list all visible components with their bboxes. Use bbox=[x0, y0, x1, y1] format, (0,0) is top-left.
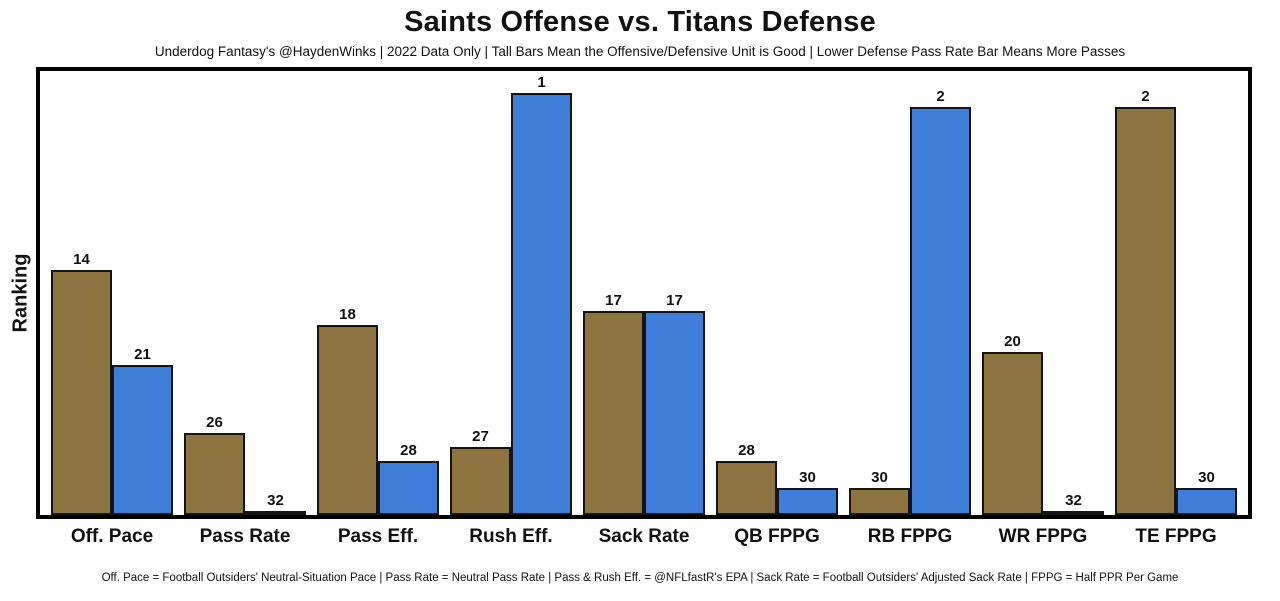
defense-bar bbox=[511, 93, 572, 515]
bar-value-label: 32 bbox=[267, 492, 284, 509]
offense-bar-cell: 28 bbox=[716, 71, 777, 515]
bar-value-label: 2 bbox=[936, 87, 945, 105]
bar-group: 26 32 bbox=[184, 71, 306, 515]
offense-bar-cell: 26 bbox=[184, 71, 245, 515]
bar-group: 17 17 bbox=[583, 71, 705, 515]
x-axis: Off. Pace Pass Rate Pass Eff. Rush Eff. Sack… bbox=[40, 526, 1248, 548]
offense-bar bbox=[51, 270, 112, 515]
x-axis-label: WR FPPG bbox=[998, 526, 1088, 547]
offense-bar-cell: 30 bbox=[849, 71, 910, 515]
plot-area: 14 21 26 32 18 28 27 1 17 17 28 30 30 2 20 32 2 30 bbox=[36, 67, 1252, 519]
bar-value-label: 14 bbox=[73, 251, 90, 269]
bar-value-label: 30 bbox=[799, 468, 816, 486]
x-axis-label: Pass Eff. bbox=[337, 526, 419, 547]
defense-bar-cell: 17 bbox=[644, 71, 705, 515]
offense-bar-cell: 2 bbox=[1115, 71, 1176, 515]
bar-value-label: 30 bbox=[1198, 468, 1215, 486]
bar-value-label: 28 bbox=[400, 441, 417, 459]
bar-group: 27 1 bbox=[450, 71, 572, 515]
offense-bar-cell: 20 bbox=[982, 71, 1043, 515]
bar-value-label: 18 bbox=[339, 305, 356, 323]
offense-bar bbox=[450, 446, 511, 515]
offense-bar-cell: 18 bbox=[317, 71, 378, 515]
bar-value-label: 27 bbox=[472, 427, 489, 445]
defense-bar-cell: 30 bbox=[777, 71, 838, 515]
x-axis-label: Rush Eff. bbox=[469, 526, 553, 547]
offense-bar bbox=[982, 351, 1043, 515]
offense-bar-cell: 27 bbox=[450, 71, 511, 515]
x-axis-label: RB FPPG bbox=[867, 526, 953, 547]
defense-bar bbox=[1043, 511, 1104, 515]
x-axis-label: TE FPPG bbox=[1135, 526, 1217, 547]
defense-bar bbox=[910, 106, 971, 515]
offense-bar bbox=[849, 487, 910, 515]
defense-bar-cell: 21 bbox=[112, 71, 173, 515]
x-axis-label: Pass Rate bbox=[199, 526, 291, 547]
offense-bar bbox=[716, 460, 777, 515]
offense-bar-cell: 17 bbox=[583, 71, 644, 515]
bar-group: 28 30 bbox=[716, 71, 838, 515]
defense-bar-cell: 30 bbox=[1176, 71, 1237, 515]
bar-group: 20 32 bbox=[982, 71, 1104, 515]
bar-value-label: 30 bbox=[871, 468, 888, 486]
defense-bar-cell: 2 bbox=[910, 71, 971, 515]
bar-group: 2 30 bbox=[1115, 71, 1237, 515]
offense-bar bbox=[317, 324, 378, 515]
chart-subtitle: Underdog Fantasy's @HaydenWinks | 2022 D… bbox=[154, 44, 1126, 59]
bar-value-label: 28 bbox=[738, 441, 755, 459]
y-axis-label: Ranking bbox=[9, 253, 32, 333]
bar-value-label: 20 bbox=[1004, 332, 1021, 350]
bar-value-label: 32 bbox=[1065, 492, 1082, 509]
bar-group: 30 2 bbox=[849, 71, 971, 515]
bar-value-label: 21 bbox=[134, 346, 151, 364]
offense-bar-cell: 14 bbox=[51, 71, 112, 515]
defense-bar-cell: 28 bbox=[378, 71, 439, 515]
bar-group: 18 28 bbox=[317, 71, 439, 515]
offense-bar bbox=[1115, 106, 1176, 515]
bar-value-label: 2 bbox=[1141, 87, 1150, 105]
defense-bar-cell: 32 bbox=[245, 71, 306, 515]
bar-group: 14 21 bbox=[51, 71, 173, 515]
defense-bar bbox=[245, 511, 306, 515]
bar-value-label: 17 bbox=[666, 291, 683, 309]
chart-area: Ranking 14 21 26 32 18 28 27 1 17 17 28 30 30 2 20 32 2 3… bbox=[6, 67, 1252, 519]
defense-bar-cell: 1 bbox=[511, 71, 572, 515]
x-axis-label: Sack Rate bbox=[598, 526, 690, 547]
defense-bar bbox=[777, 487, 838, 515]
y-axis-gutter: Ranking bbox=[6, 67, 36, 519]
x-axis-label: Off. Pace bbox=[70, 526, 154, 547]
defense-bar bbox=[1176, 487, 1237, 515]
chart-title: Saints Offense vs. Titans Defense bbox=[404, 6, 876, 38]
x-axis-label: QB FPPG bbox=[734, 526, 820, 547]
bar-value-label: 17 bbox=[605, 291, 622, 309]
offense-bar bbox=[583, 310, 644, 515]
defense-bar bbox=[644, 310, 705, 515]
defense-bar bbox=[112, 365, 173, 515]
defense-bar-cell: 32 bbox=[1043, 71, 1104, 515]
bar-value-label: 26 bbox=[206, 414, 223, 432]
bar-value-label: 1 bbox=[537, 74, 546, 92]
defense-bar bbox=[378, 460, 439, 515]
chart-footnote: Off. Pace = Football Outsiders' Neutral-… bbox=[101, 572, 1179, 584]
offense-bar bbox=[184, 433, 245, 515]
